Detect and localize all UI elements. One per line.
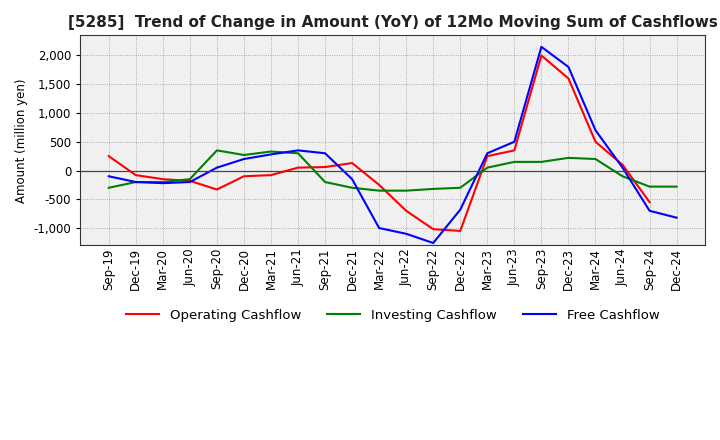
Operating Cashflow bbox=[266, 172, 275, 178]
Free Cashflow bbox=[320, 150, 329, 156]
Operating Cashflow bbox=[564, 76, 572, 81]
Free Cashflow bbox=[212, 165, 221, 170]
Free Cashflow bbox=[402, 231, 410, 236]
Free Cashflow bbox=[240, 156, 248, 161]
Investing Cashflow bbox=[429, 186, 438, 191]
Investing Cashflow bbox=[645, 184, 654, 189]
Operating Cashflow bbox=[456, 228, 464, 234]
Free Cashflow bbox=[429, 240, 438, 246]
Investing Cashflow bbox=[294, 150, 302, 156]
Operating Cashflow bbox=[618, 162, 627, 167]
Investing Cashflow bbox=[564, 155, 572, 161]
Investing Cashflow bbox=[212, 148, 221, 153]
Legend: Operating Cashflow, Investing Cashflow, Free Cashflow: Operating Cashflow, Investing Cashflow, … bbox=[121, 303, 665, 327]
Operating Cashflow bbox=[240, 174, 248, 179]
Operating Cashflow bbox=[158, 176, 167, 182]
Operating Cashflow bbox=[320, 165, 329, 170]
Operating Cashflow bbox=[510, 148, 518, 153]
Free Cashflow bbox=[375, 225, 384, 231]
Free Cashflow bbox=[591, 128, 600, 133]
Free Cashflow bbox=[266, 152, 275, 157]
Investing Cashflow bbox=[266, 149, 275, 154]
Operating Cashflow bbox=[212, 187, 221, 192]
Y-axis label: Amount (million yen): Amount (million yen) bbox=[15, 78, 28, 202]
Investing Cashflow bbox=[186, 176, 194, 182]
Investing Cashflow bbox=[158, 180, 167, 185]
Operating Cashflow bbox=[645, 199, 654, 205]
Investing Cashflow bbox=[672, 184, 681, 189]
Free Cashflow bbox=[348, 176, 356, 182]
Free Cashflow bbox=[132, 180, 140, 185]
Free Cashflow bbox=[294, 148, 302, 153]
Investing Cashflow bbox=[456, 185, 464, 191]
Operating Cashflow bbox=[348, 161, 356, 166]
Operating Cashflow bbox=[294, 165, 302, 170]
Investing Cashflow bbox=[510, 159, 518, 165]
Investing Cashflow bbox=[402, 188, 410, 193]
Investing Cashflow bbox=[375, 188, 384, 193]
Operating Cashflow bbox=[375, 182, 384, 187]
Operating Cashflow bbox=[591, 139, 600, 144]
Investing Cashflow bbox=[132, 180, 140, 185]
Free Cashflow bbox=[158, 180, 167, 186]
Line: Investing Cashflow: Investing Cashflow bbox=[109, 150, 677, 191]
Investing Cashflow bbox=[104, 185, 113, 191]
Line: Operating Cashflow: Operating Cashflow bbox=[109, 55, 649, 231]
Free Cashflow bbox=[510, 139, 518, 144]
Investing Cashflow bbox=[320, 180, 329, 185]
Free Cashflow bbox=[618, 165, 627, 170]
Operating Cashflow bbox=[483, 154, 492, 159]
Free Cashflow bbox=[537, 44, 546, 49]
Investing Cashflow bbox=[483, 165, 492, 170]
Operating Cashflow bbox=[429, 227, 438, 232]
Free Cashflow bbox=[186, 180, 194, 185]
Investing Cashflow bbox=[348, 185, 356, 191]
Free Cashflow bbox=[645, 208, 654, 213]
Operating Cashflow bbox=[132, 172, 140, 178]
Line: Free Cashflow: Free Cashflow bbox=[109, 47, 677, 243]
Investing Cashflow bbox=[537, 159, 546, 165]
Operating Cashflow bbox=[402, 208, 410, 213]
Investing Cashflow bbox=[618, 174, 627, 179]
Free Cashflow bbox=[564, 64, 572, 70]
Operating Cashflow bbox=[104, 154, 113, 159]
Operating Cashflow bbox=[537, 53, 546, 58]
Title: [5285]  Trend of Change in Amount (YoY) of 12Mo Moving Sum of Cashflows: [5285] Trend of Change in Amount (YoY) o… bbox=[68, 15, 718, 30]
Investing Cashflow bbox=[240, 152, 248, 158]
Free Cashflow bbox=[104, 174, 113, 179]
Free Cashflow bbox=[456, 207, 464, 212]
Investing Cashflow bbox=[591, 156, 600, 161]
Operating Cashflow bbox=[186, 178, 194, 183]
Free Cashflow bbox=[483, 150, 492, 156]
Free Cashflow bbox=[672, 215, 681, 220]
